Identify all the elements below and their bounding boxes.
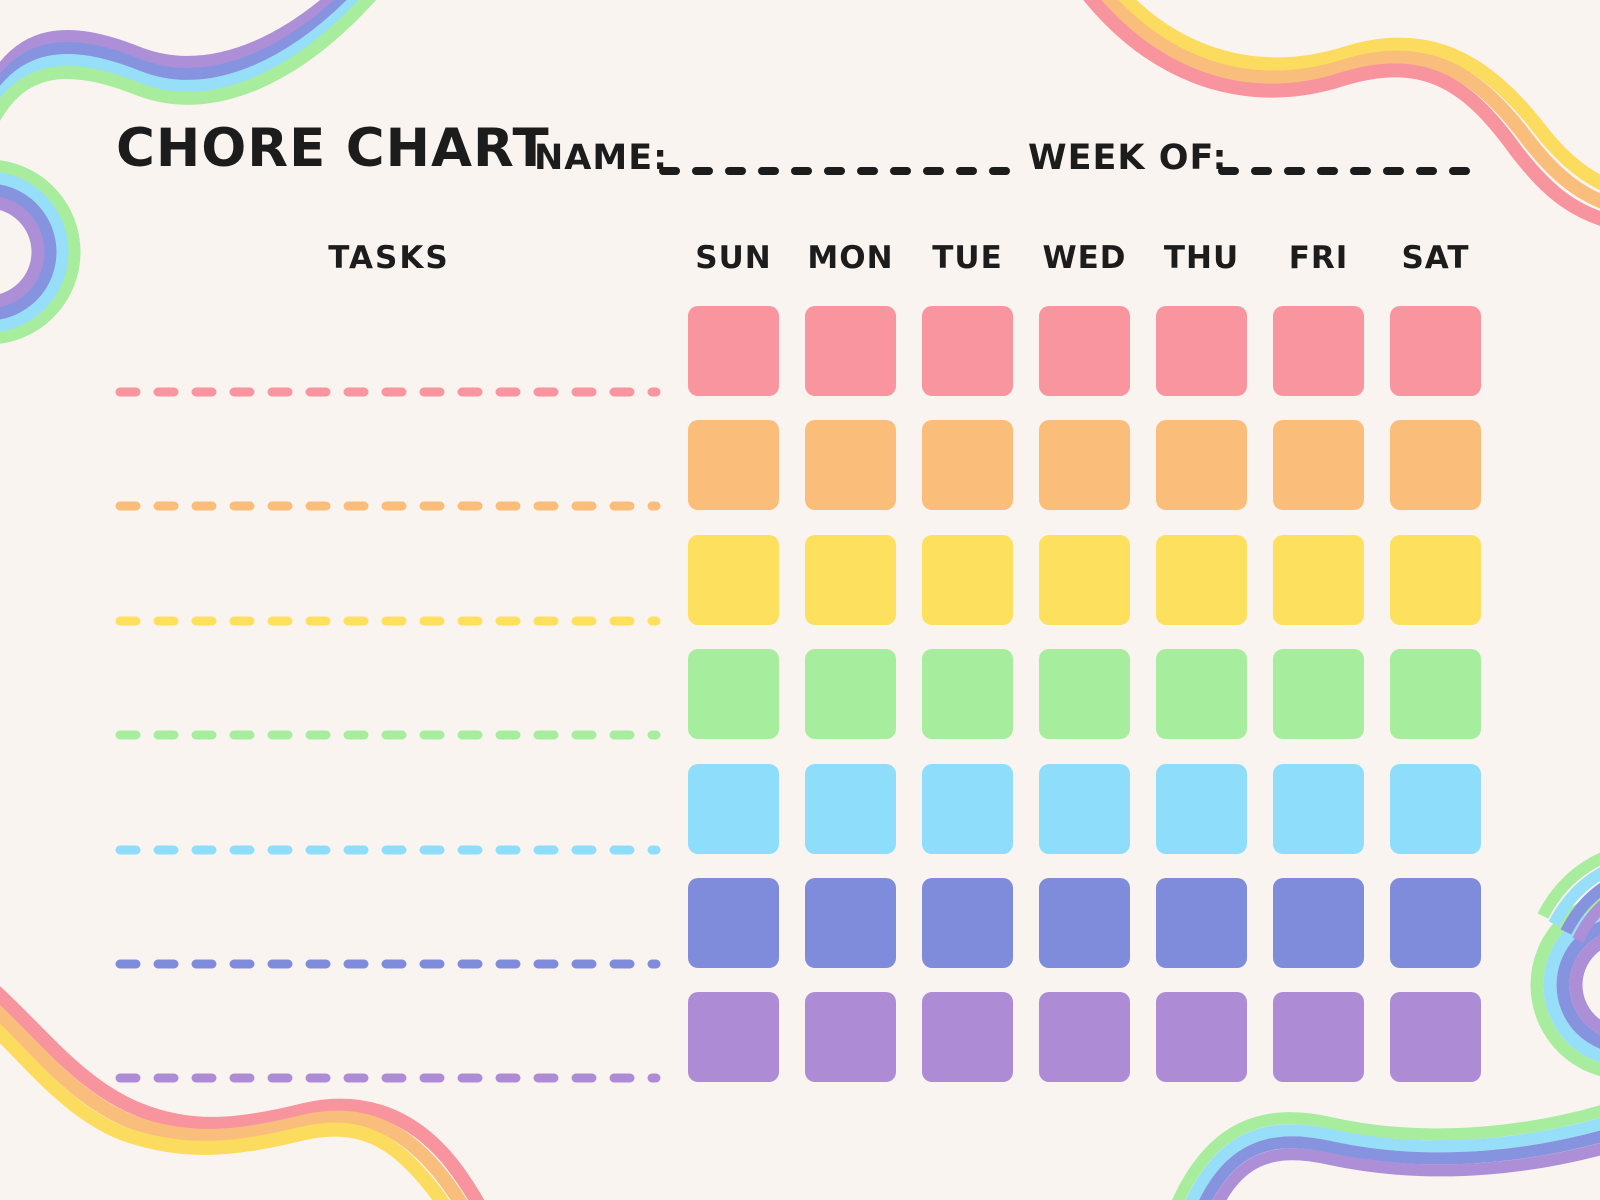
rainbow-ribbon-top-left bbox=[0, 0, 378, 344]
chore-cell-row-orange-thu[interactable] bbox=[1156, 420, 1247, 510]
ribbon-band-periwinkle bbox=[1556, 921, 1600, 1049]
chore-cell-row-orange-wed[interactable] bbox=[1039, 420, 1130, 510]
ribbon-band-purple bbox=[1212, 1143, 1600, 1200]
chore-cell-row-yellow-thu[interactable] bbox=[1156, 535, 1247, 625]
chore-cell-row-sky-blue-sun[interactable] bbox=[688, 764, 779, 854]
ribbon-band-green bbox=[1172, 1105, 1600, 1200]
ribbon-band-green bbox=[1537, 852, 1600, 919]
chore-cell-row-yellow-sat[interactable] bbox=[1390, 535, 1481, 625]
week-of-label: WEEK OF: bbox=[1028, 138, 1228, 178]
day-header-sun: SUN bbox=[695, 240, 772, 276]
day-header-wed: WED bbox=[1042, 240, 1127, 276]
chore-cell-row-sky-blue-mon[interactable] bbox=[805, 764, 896, 854]
chore-cell-row-pink-sat[interactable] bbox=[1390, 306, 1481, 396]
chore-cell-row-yellow-sun[interactable] bbox=[688, 535, 779, 625]
chore-cell-row-pink-sun[interactable] bbox=[688, 306, 779, 396]
ribbon-band-periwinkle bbox=[0, 184, 57, 320]
chore-cell-row-pink-wed[interactable] bbox=[1039, 306, 1130, 396]
chore-cell-row-sky-blue-tue[interactable] bbox=[922, 764, 1013, 854]
chore-cell-row-purple-mon[interactable] bbox=[805, 992, 896, 1082]
chore-cell-row-periwinkle-tue[interactable] bbox=[922, 878, 1013, 968]
chore-cell-row-sky-blue-sat[interactable] bbox=[1390, 764, 1481, 854]
ribbon-band-green bbox=[0, 160, 81, 344]
chore-cell-row-sky-blue-fri[interactable] bbox=[1273, 764, 1364, 854]
chore-cell-row-green-sat[interactable] bbox=[1390, 649, 1481, 739]
ribbon-band-purple bbox=[1569, 935, 1600, 1035]
ribbon-band-pink bbox=[0, 986, 485, 1200]
chore-cell-row-green-mon[interactable] bbox=[805, 649, 896, 739]
page-title: CHORE CHART bbox=[116, 118, 550, 179]
rainbow-ribbon-top-right bbox=[1083, 0, 1600, 226]
chore-cell-row-pink-fri[interactable] bbox=[1273, 306, 1364, 396]
chore-cell-row-yellow-tue[interactable] bbox=[922, 535, 1013, 625]
ribbon-band-green bbox=[1530, 893, 1600, 1077]
ribbon-band-sky bbox=[0, 172, 69, 332]
ribbon-band-periwinkle bbox=[1199, 1130, 1600, 1200]
ribbon-band-sky bbox=[1543, 907, 1600, 1063]
chore-cell-row-orange-mon[interactable] bbox=[805, 420, 896, 510]
chore-cell-row-yellow-mon[interactable] bbox=[805, 535, 896, 625]
rainbow-ribbon-bottom-right bbox=[1172, 852, 1600, 1200]
chore-cell-row-sky-blue-wed[interactable] bbox=[1039, 764, 1130, 854]
chore-cell-row-orange-sun[interactable] bbox=[688, 420, 779, 510]
chore-cell-row-green-fri[interactable] bbox=[1273, 649, 1364, 739]
day-header-fri: FRI bbox=[1288, 240, 1349, 276]
chore-cell-row-purple-thu[interactable] bbox=[1156, 992, 1247, 1082]
chore-cell-row-periwinkle-sun[interactable] bbox=[688, 878, 779, 968]
ribbon-band-purple bbox=[0, 196, 45, 308]
ribbon-band-orange bbox=[0, 1004, 468, 1200]
ribbon-band-periwinkle bbox=[1560, 883, 1600, 935]
ribbon-band-pink bbox=[1083, 0, 1600, 226]
chore-cell-row-purple-sat[interactable] bbox=[1390, 992, 1481, 1082]
chore-cell-row-green-tue[interactable] bbox=[922, 649, 1013, 739]
chore-cell-row-pink-mon[interactable] bbox=[805, 306, 896, 396]
chore-cell-row-orange-tue[interactable] bbox=[922, 420, 1013, 510]
day-header-sat: SAT bbox=[1401, 240, 1470, 276]
tasks-column-header: TASKS bbox=[328, 240, 450, 276]
name-label: NAME: bbox=[534, 138, 669, 178]
chore-cell-row-purple-fri[interactable] bbox=[1273, 992, 1364, 1082]
chore-cell-row-purple-wed[interactable] bbox=[1039, 992, 1130, 1082]
chore-cell-row-yellow-fri[interactable] bbox=[1273, 535, 1364, 625]
ribbon-band-yellow bbox=[0, 1023, 450, 1200]
chore-cell-row-purple-sun[interactable] bbox=[688, 992, 779, 1082]
ribbon-band-sky bbox=[1548, 867, 1600, 927]
chore-cell-row-green-wed[interactable] bbox=[1039, 649, 1130, 739]
chore-cell-row-pink-thu[interactable] bbox=[1156, 306, 1247, 396]
day-header-thu: THU bbox=[1163, 240, 1240, 276]
chore-cell-row-periwinkle-thu[interactable] bbox=[1156, 878, 1247, 968]
rainbow-ribbon-bottom-left bbox=[0, 986, 485, 1200]
chore-cell-row-sky-blue-thu[interactable] bbox=[1156, 764, 1247, 854]
ribbon-band-yellow bbox=[1116, 0, 1600, 191]
chore-cell-row-purple-tue[interactable] bbox=[922, 992, 1013, 1082]
ribbon-band-orange bbox=[1099, 0, 1600, 209]
ribbon-band-purple bbox=[1572, 900, 1600, 943]
chore-cell-row-orange-fri[interactable] bbox=[1273, 420, 1364, 510]
chore-cell-row-periwinkle-fri[interactable] bbox=[1273, 878, 1364, 968]
chore-cell-row-periwinkle-sat[interactable] bbox=[1390, 878, 1481, 968]
chore-cell-row-orange-sat[interactable] bbox=[1390, 420, 1481, 510]
day-header-mon: MON bbox=[807, 240, 894, 276]
chore-cell-row-periwinkle-mon[interactable] bbox=[805, 878, 896, 968]
ribbon-band-sky bbox=[1185, 1117, 1600, 1200]
chore-cell-row-yellow-wed[interactable] bbox=[1039, 535, 1130, 625]
chore-cell-row-green-thu[interactable] bbox=[1156, 649, 1247, 739]
chore-cell-row-periwinkle-wed[interactable] bbox=[1039, 878, 1130, 968]
chore-cell-row-pink-tue[interactable] bbox=[922, 306, 1013, 396]
chore-cell-row-green-sun[interactable] bbox=[688, 649, 779, 739]
day-header-tue: TUE bbox=[932, 240, 1003, 276]
